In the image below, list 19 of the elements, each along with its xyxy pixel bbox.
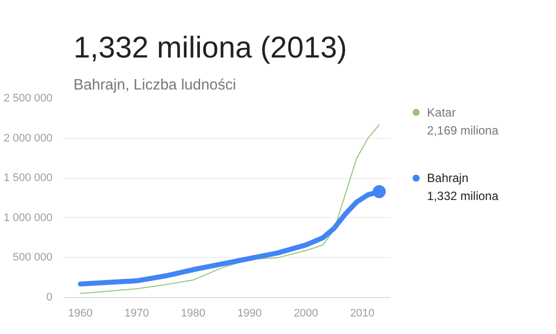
x-tick-label: 1990 <box>237 308 262 320</box>
x-tick-label: 2010 <box>350 308 375 320</box>
y-tick-label: 500 000 <box>12 252 53 264</box>
text: 2,169 miliona <box>427 123 499 138</box>
y-tick-label: 1 000 000 <box>4 212 52 224</box>
chart-title: 1,332 miliona (2013) <box>74 32 348 64</box>
chart-subtitle: Bahrajn, Liczba ludności <box>74 76 236 94</box>
y-tick-label: 2 000 000 <box>4 132 52 144</box>
x-tick-label: 2000 <box>294 308 318 320</box>
legend-label: Bahrajn <box>427 171 468 186</box>
line-series <box>80 124 380 294</box>
legend-label: Katar <box>427 105 456 120</box>
x-tick-label: 1970 <box>124 308 150 320</box>
x-tick-label: 1980 <box>180 308 206 320</box>
y-tick-label: 2 500 000 <box>4 92 52 104</box>
y-tick-label: 1 500 000 <box>4 172 52 184</box>
x-tick-label: 1960 <box>68 308 93 320</box>
text: 1,332 miliona <box>427 189 499 204</box>
y-tick-label: 0 <box>46 292 53 304</box>
